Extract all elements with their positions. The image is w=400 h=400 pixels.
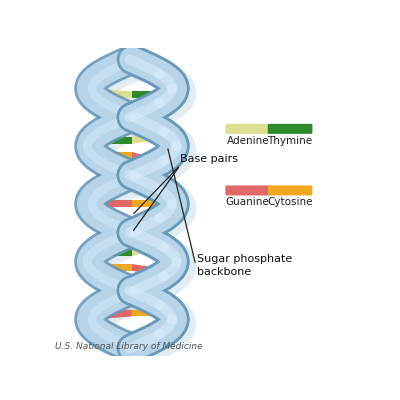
Polygon shape	[132, 92, 173, 98]
Polygon shape	[132, 240, 163, 256]
Polygon shape	[117, 217, 132, 236]
Polygon shape	[128, 106, 132, 125]
Polygon shape	[117, 172, 132, 191]
Polygon shape	[132, 172, 147, 179]
Polygon shape	[107, 328, 132, 345]
Text: Cytosine: Cytosine	[267, 197, 313, 207]
Polygon shape	[132, 338, 157, 345]
Polygon shape	[94, 264, 132, 271]
Polygon shape	[132, 62, 157, 70]
Polygon shape	[132, 310, 173, 316]
Bar	[267, 186, 271, 194]
Polygon shape	[132, 264, 170, 277]
Polygon shape	[91, 310, 132, 320]
Polygon shape	[91, 88, 132, 98]
Text: Sugar phosphate
backbone: Sugar phosphate backbone	[197, 254, 292, 277]
Text: Thymine: Thymine	[268, 136, 313, 146]
Polygon shape	[132, 131, 170, 144]
Text: Adenine: Adenine	[226, 136, 269, 146]
Text: U.S. National Library of Medicine: U.S. National Library of Medicine	[55, 342, 202, 351]
FancyBboxPatch shape	[226, 124, 270, 134]
Polygon shape	[132, 283, 136, 290]
Polygon shape	[100, 152, 132, 159]
Polygon shape	[107, 62, 132, 80]
FancyBboxPatch shape	[226, 186, 270, 196]
Polygon shape	[132, 200, 174, 207]
Polygon shape	[90, 200, 132, 207]
FancyBboxPatch shape	[268, 124, 312, 134]
Text: Guanine: Guanine	[226, 197, 270, 207]
FancyBboxPatch shape	[268, 186, 312, 196]
Polygon shape	[132, 152, 163, 167]
Polygon shape	[132, 228, 147, 236]
Polygon shape	[132, 118, 136, 125]
Polygon shape	[100, 249, 132, 256]
Text: Base pairs: Base pairs	[180, 154, 238, 164]
Bar	[267, 125, 271, 133]
Polygon shape	[94, 137, 132, 144]
Polygon shape	[128, 283, 132, 302]
